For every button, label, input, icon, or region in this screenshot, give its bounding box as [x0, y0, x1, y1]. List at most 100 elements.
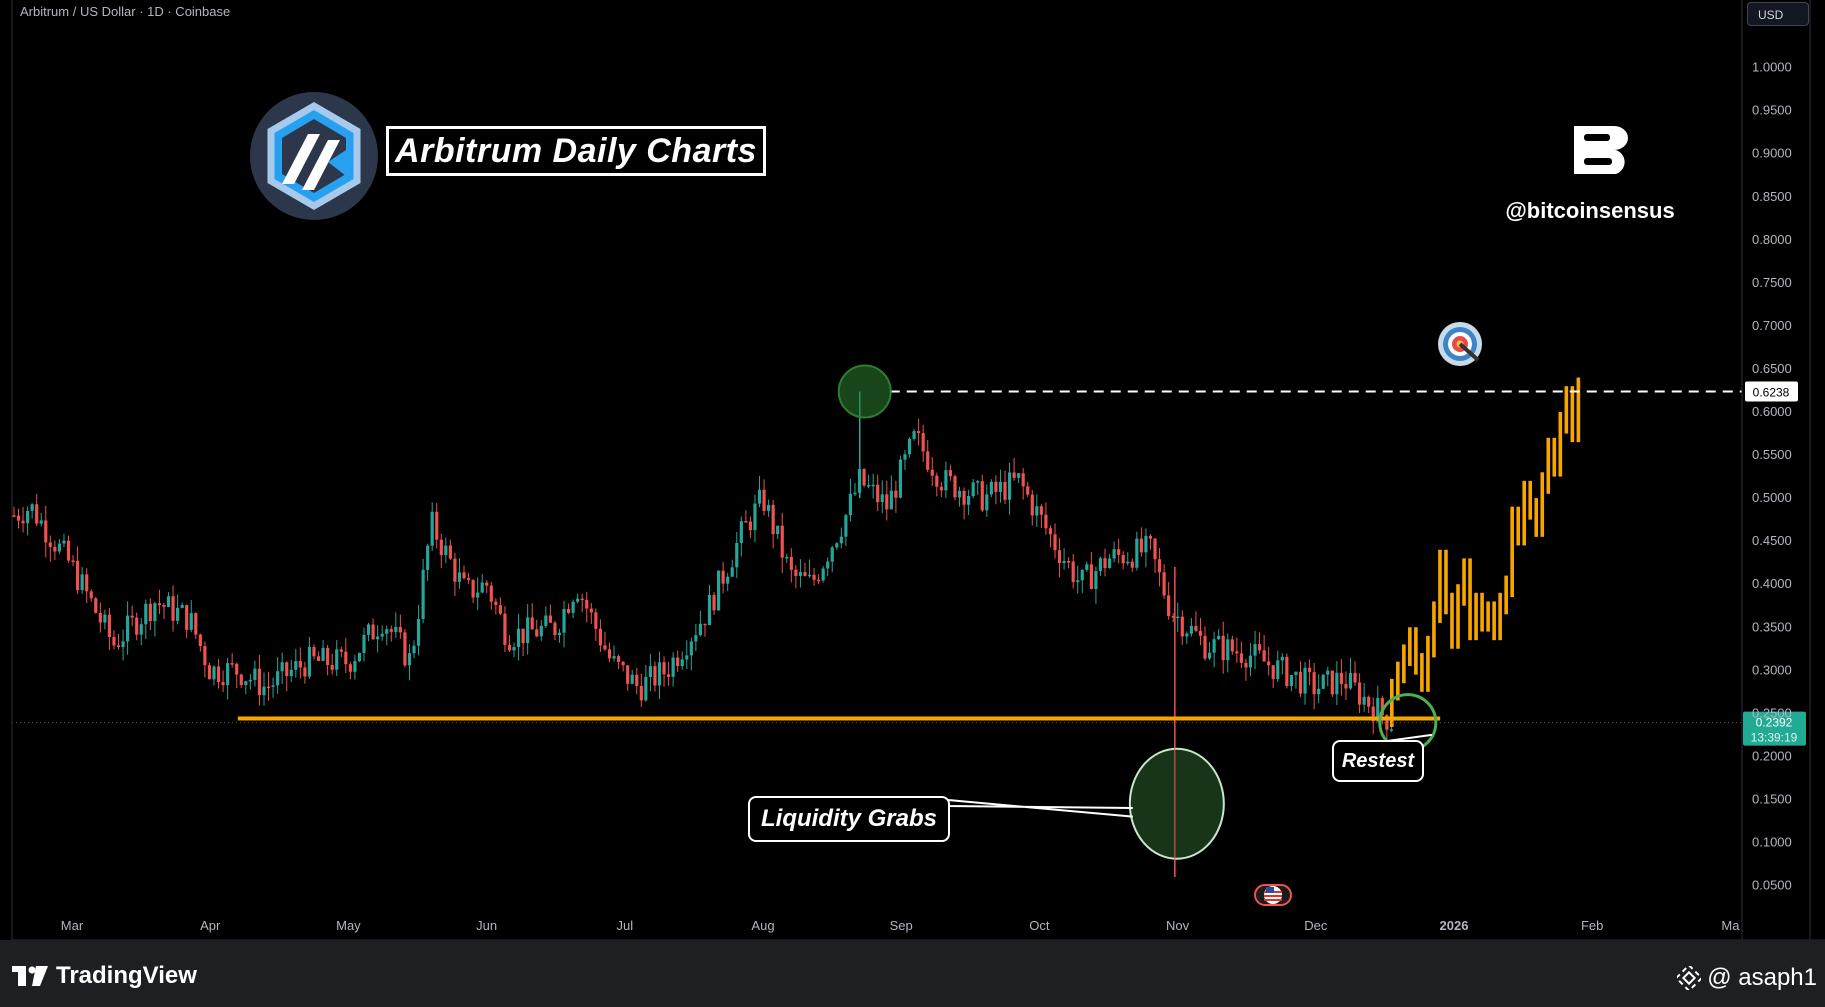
candle-body: [1171, 616, 1175, 618]
candle-body: [917, 431, 921, 434]
candle-body: [898, 459, 903, 498]
candle-body: [876, 484, 880, 503]
candle-body: [271, 685, 275, 687]
candle-body: [98, 612, 102, 623]
candle-body: [366, 624, 371, 635]
candle-body: [948, 470, 953, 477]
candle-body: [94, 598, 98, 613]
candle-body: [85, 574, 89, 592]
arbitrum-logo-icon: [250, 92, 378, 220]
candle-body: [1339, 672, 1343, 685]
candle-body: [894, 490, 898, 498]
candle-body: [544, 615, 548, 626]
projection-bar: [1396, 661, 1400, 701]
projection-bar: [1438, 549, 1442, 623]
candle-body: [1217, 635, 1221, 640]
candle-body: [812, 574, 816, 580]
candle-body: [257, 668, 262, 696]
candle-body: [48, 542, 52, 547]
candle-body: [212, 666, 216, 680]
candle-body: [316, 656, 321, 661]
candle-body: [1321, 674, 1325, 689]
candle-body: [885, 494, 889, 510]
candle-body: [685, 655, 689, 660]
candle-body: [12, 515, 16, 517]
candle-body: [953, 476, 957, 498]
candle-body: [726, 576, 730, 584]
x-tick-label: Sep: [890, 918, 913, 933]
candle-body: [189, 613, 193, 630]
projection-bar: [1516, 506, 1520, 546]
target-price-tag: [1745, 381, 1798, 402]
y-tick-label: 1.0000: [1752, 60, 1792, 75]
candle-body: [335, 649, 339, 670]
candle-body: [1012, 472, 1016, 478]
candle-body: [457, 572, 462, 582]
candle-body: [817, 579, 821, 582]
candle-body: [571, 601, 575, 613]
candle-body: [426, 545, 430, 570]
candle-body: [1262, 650, 1266, 662]
candle-body: [289, 669, 293, 677]
projection-bar: [1468, 558, 1472, 641]
candle-body: [1244, 662, 1248, 668]
candle-body: [767, 504, 771, 511]
candle-body: [330, 665, 334, 670]
candle-body: [1267, 661, 1271, 666]
current-price-tag: [1743, 711, 1806, 746]
candle-body: [407, 653, 412, 666]
x-tick-label: May: [336, 918, 361, 933]
target-icon: [1438, 320, 1486, 368]
y-tick-label: 0.1000: [1752, 835, 1792, 850]
candle-body: [717, 570, 721, 611]
candle-body: [1089, 564, 1093, 589]
candle-body: [66, 540, 71, 561]
candle-body: [394, 627, 398, 632]
y-tick-label: 0.9500: [1752, 103, 1792, 118]
candle-body: [1335, 672, 1339, 695]
y-tick-label: 0.1500: [1752, 791, 1792, 806]
candle-body: [512, 647, 516, 651]
candle-body: [198, 634, 202, 647]
us-flag-icon[interactable]: [1254, 883, 1292, 907]
candle-body: [416, 619, 421, 646]
candle-body: [785, 556, 789, 559]
candle-body: [526, 617, 530, 644]
currency-button[interactable]: USD: [1747, 2, 1809, 26]
candle-body: [1157, 559, 1162, 573]
candle-body: [903, 454, 907, 460]
candle-body: [707, 594, 712, 626]
candle-body: [307, 646, 312, 677]
y-tick-label: 0.4500: [1752, 533, 1792, 548]
candle-body: [657, 662, 662, 686]
candle-body: [1198, 630, 1203, 636]
candle-body: [1030, 494, 1034, 516]
restest-callout: Restest: [1332, 740, 1424, 782]
projection-bar: [1510, 506, 1514, 598]
candle-body: [80, 574, 84, 591]
tradingview-brand[interactable]: TradingView: [12, 962, 197, 990]
candle-body: [1067, 560, 1071, 563]
x-tick-label: Mar: [61, 918, 84, 933]
liquidity-pointer: [947, 798, 1133, 818]
candle-body: [580, 598, 584, 601]
candle-body: [1026, 486, 1030, 495]
candle-body: [830, 547, 834, 562]
candle-body: [930, 469, 934, 476]
candle-body: [103, 614, 107, 623]
candle-body: [976, 481, 980, 483]
x-tick-label: Dec: [1304, 918, 1328, 933]
candle-body: [862, 469, 866, 486]
candle-body: [180, 605, 184, 608]
candle-body: [762, 489, 766, 511]
candle-body: [362, 634, 366, 654]
candle-body: [662, 662, 666, 675]
candle-body: [753, 503, 757, 531]
projection-bar: [1546, 437, 1551, 494]
candle-body: [1071, 561, 1075, 583]
candle-body: [789, 556, 793, 570]
candle-body: [548, 615, 552, 623]
candle-body: [1194, 625, 1198, 631]
candle-body: [1121, 554, 1125, 564]
